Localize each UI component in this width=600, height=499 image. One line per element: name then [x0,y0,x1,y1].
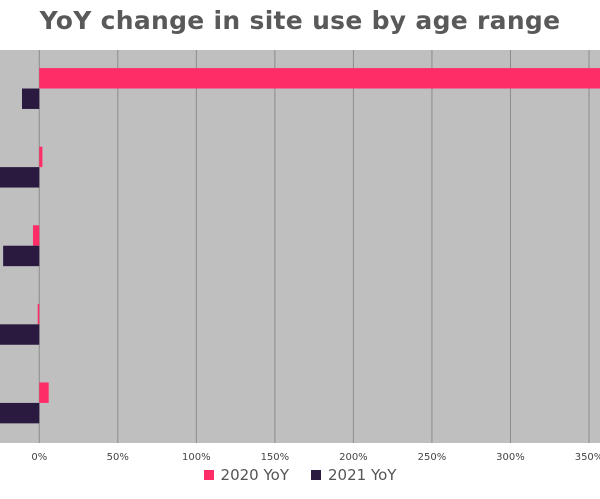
bar-2020-yoy-4 [37,303,40,325]
bar-2020-yoy-2 [39,146,43,168]
bar-2021-yoy-5 [0,402,40,424]
x-tick-label-150: 150% [261,452,290,463]
plot-background [0,50,600,443]
legend-item-2021: 2021 YoY [311,466,396,484]
bar-2021-yoy-3 [3,245,40,267]
bar-2021-yoy-1 [21,88,40,109]
x-tick-label-0: 0% [31,452,47,463]
legend-swatch-2020 [203,470,214,480]
x-tick-label-50: 50% [107,452,129,463]
x-tick-label-100: 100% [182,452,211,463]
chart-title: YoY change in site use by age range [39,6,561,35]
legend-label-2020: 2020 YoY [220,466,289,484]
bar-2021-yoy-4 [0,324,40,345]
bar-2020-yoy-5 [39,382,49,403]
x-tick-label-300: 300% [496,452,525,463]
legend-label-2021: 2021 YoY [328,466,397,484]
bar-2020-yoy-1 [39,68,600,89]
x-tick-label-250: 250% [418,452,447,463]
legend-item-2020: 2020 YoY [203,466,289,484]
legend-swatch-2021 [311,470,321,480]
legend: 2020 YoY 2021 YoY [0,466,600,484]
bar-2020-yoy-3 [32,225,40,246]
x-tick-label-200: 200% [339,452,368,463]
bars [0,68,600,424]
x-tick-label-350: 350% [575,452,600,463]
bar-2021-yoy-2 [0,167,40,188]
x-axis-ticks: 0% 50% 100% 150% 200% 250% 300% 350% [31,452,600,463]
gridlines [38,50,590,443]
